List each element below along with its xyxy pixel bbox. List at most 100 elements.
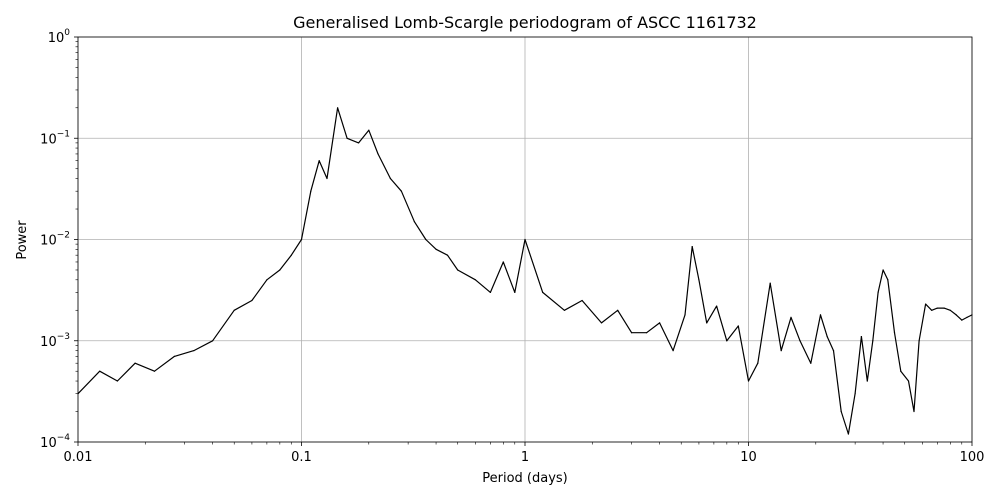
periodogram-data-point — [346, 137, 348, 139]
periodogram-data-point — [854, 393, 856, 395]
periodogram-data-point — [706, 322, 708, 324]
periodogram-data-point — [173, 355, 175, 357]
y-tick-exponent: −4 — [57, 433, 71, 443]
y-tick-exponent: 0 — [64, 28, 70, 38]
periodogram-data-point — [659, 322, 661, 324]
periodogram-data-point — [955, 314, 957, 316]
periodogram-data-point — [514, 291, 516, 293]
x-tick-label: 10 — [740, 450, 757, 465]
periodogram-data-point — [542, 291, 544, 293]
y-tick-base: 10 — [40, 335, 57, 350]
periodogram-data-point — [318, 160, 320, 162]
y-tick-exponent: −1 — [57, 129, 70, 139]
periodogram-data-point — [799, 340, 801, 342]
periodogram-data-point — [266, 279, 268, 281]
periodogram-data-point — [943, 307, 945, 309]
periodogram-data-point — [326, 177, 328, 180]
x-tick-label: 0.01 — [64, 450, 93, 465]
periodogram-data-point — [116, 380, 118, 382]
periodogram-data-point — [819, 314, 822, 316]
periodogram-data-point — [563, 309, 566, 311]
periodogram-data-point — [358, 142, 360, 144]
periodogram-data-point — [913, 410, 915, 413]
periodogram-data-point — [600, 322, 603, 324]
periodogram-data-point — [698, 279, 700, 281]
y-tick-base: 10 — [48, 31, 65, 46]
periodogram-data-point — [877, 291, 879, 293]
periodogram-data-point — [400, 190, 402, 192]
periodogram-data-point — [882, 269, 884, 271]
periodogram-data-point — [747, 380, 750, 382]
periodogram-data-point — [866, 380, 868, 382]
periodogram-data-point — [672, 350, 674, 352]
y-tick-label: 10−2 — [40, 231, 70, 249]
periodogram-data-point — [872, 340, 874, 342]
y-tick-label: 100 — [48, 28, 71, 46]
periodogram-data-point — [860, 336, 863, 338]
periodogram-data-point — [99, 370, 101, 372]
periodogram-data-point — [847, 433, 850, 435]
periodogram-data-point — [925, 303, 927, 305]
periodogram-data-point — [389, 177, 391, 180]
periodogram-data-point — [900, 370, 902, 372]
periodogram-data-point — [887, 279, 889, 281]
periodogram-data-point — [931, 309, 933, 311]
x-tick-label: 0.1 — [291, 450, 312, 465]
series-layer — [77, 107, 973, 435]
x-tick-label: 100 — [960, 450, 985, 465]
x-tick-label: 1 — [521, 450, 529, 465]
y-tick-label: 10−3 — [40, 332, 70, 350]
periodogram-data-point — [524, 238, 526, 241]
periodogram-data-point — [810, 362, 812, 364]
periodogram-data-point — [907, 380, 910, 382]
periodogram-data-point — [832, 350, 835, 352]
periodogram-data-point — [646, 332, 648, 334]
periodogram-data-point — [966, 316, 968, 318]
periodogram-data-point — [726, 340, 728, 342]
periodogram-data-point — [918, 340, 920, 342]
periodogram-data-point — [134, 362, 136, 364]
periodogram-data-point — [457, 269, 459, 271]
y-tick-base: 10 — [40, 234, 57, 249]
periodogram-data-point — [936, 307, 939, 309]
periodogram-data-point — [757, 362, 759, 364]
periodogram-data-point — [300, 238, 303, 241]
x-axis-label: Period (days) — [482, 471, 568, 486]
y-axis-label: Power — [15, 220, 30, 260]
periodogram-data-point — [780, 350, 782, 352]
periodogram-data-point — [790, 316, 792, 318]
periodogram-data-point — [193, 350, 195, 352]
periodogram-data-point — [425, 238, 427, 241]
y-tick-base: 10 — [40, 436, 57, 451]
periodogram-data-point — [310, 190, 312, 192]
periodogram-data-point — [617, 309, 619, 311]
periodogram-data-point — [716, 305, 718, 307]
periodogram-data-point — [581, 299, 583, 302]
periodogram-data-point — [893, 332, 896, 334]
periodogram-data-point — [684, 314, 686, 316]
periodogram-data-point — [290, 254, 292, 256]
periodogram-data-point — [502, 261, 504, 263]
periodogram-data-point — [737, 325, 739, 327]
periodogram-data-point — [368, 129, 370, 131]
periodogram-data-point — [233, 309, 235, 311]
y-tick-exponent: −3 — [57, 332, 70, 342]
periodogram-data-point — [413, 221, 415, 223]
chart-title: Generalised Lomb-Scargle periodogram of … — [293, 13, 757, 32]
periodogram-data-point — [840, 410, 842, 413]
periodogram-data-point — [377, 153, 379, 155]
periodogram-data-point — [949, 309, 951, 311]
periodogram-data-point — [337, 107, 339, 109]
periodogram-data-point — [826, 336, 828, 338]
periodogram-data-point — [435, 248, 437, 250]
periodogram-data-point — [769, 282, 771, 284]
periodogram-data-point — [446, 254, 449, 256]
y-tick-label: 10−1 — [40, 129, 70, 147]
periodogram-data-point — [691, 246, 693, 248]
periodogram-data-point — [489, 291, 491, 293]
y-tick-base: 10 — [40, 132, 57, 147]
y-tick-label: 10−4 — [40, 433, 70, 451]
